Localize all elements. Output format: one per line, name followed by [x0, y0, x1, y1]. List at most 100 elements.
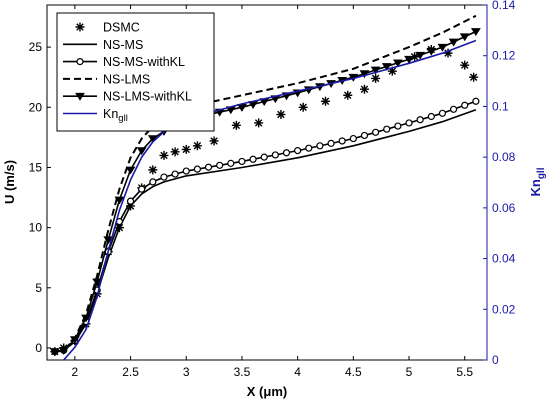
data-point	[81, 314, 91, 323]
data-point	[338, 137, 346, 145]
data-point	[349, 134, 357, 143]
data-point	[392, 59, 403, 68]
legend-label: Kngll	[103, 107, 128, 124]
data-point	[171, 170, 179, 178]
data-point	[305, 144, 313, 152]
data-point	[125, 166, 136, 175]
series-line	[63, 39, 477, 361]
legend-label: NS-MS	[103, 38, 143, 52]
data-point	[159, 150, 169, 160]
legend-label-main: NS-MS	[103, 38, 143, 52]
data-point	[227, 159, 235, 167]
right-y-tick-label: 0	[492, 353, 499, 367]
data-point	[181, 144, 191, 154]
data-point	[69, 336, 80, 345]
legend-item: NS-MS-withKL	[63, 55, 185, 69]
data-point	[182, 167, 190, 175]
right-y-axis: 0 0.02 0.04 0.06 0.08 0.1 0.12 0.14	[483, 0, 516, 367]
data-point	[460, 60, 470, 70]
data-point	[126, 197, 135, 205]
data-point	[192, 141, 202, 151]
x-tick-label: 5.5	[456, 365, 473, 379]
data-point	[170, 147, 180, 157]
data-point	[360, 131, 369, 140]
data-point	[282, 149, 291, 157]
left-y-tick-label: 10	[29, 221, 43, 235]
data-point	[383, 125, 391, 133]
series-kn	[63, 39, 477, 361]
x-tick-label: 4	[294, 365, 301, 379]
data-point	[276, 110, 286, 120]
legend-label: DSMC	[103, 21, 140, 35]
x-tick-label: 2	[72, 365, 79, 379]
data-point	[316, 142, 324, 150]
legend-box	[56, 12, 215, 132]
series-ns-lms-withkl	[49, 28, 481, 357]
data-point	[426, 47, 437, 56]
legend-label-main: Kn	[103, 107, 118, 121]
data-point	[387, 66, 397, 76]
right-y-tick-label: 0.12	[492, 49, 516, 63]
data-point	[136, 147, 147, 156]
data-point	[459, 33, 470, 42]
x-axis: 2 2.5 3 3.5 4 4.5 5 5.5	[72, 5, 473, 379]
data-point	[147, 135, 158, 144]
data-point	[320, 96, 330, 106]
right-y-tick-label: 0.06	[492, 201, 516, 215]
data-point	[254, 118, 264, 128]
legend-marker	[75, 22, 85, 32]
data-point	[370, 66, 381, 75]
right-y-axis-label-sub: gll	[536, 167, 547, 179]
data-point	[231, 120, 241, 130]
data-point	[216, 161, 224, 169]
left-y-tick-label: 5	[35, 281, 42, 295]
legend-label-main: DSMC	[103, 21, 140, 35]
data-point	[359, 70, 370, 79]
data-point	[394, 122, 402, 130]
data-point	[371, 73, 381, 83]
data-point	[470, 28, 481, 37]
data-point	[472, 97, 480, 105]
x-tick-label: 3.5	[234, 365, 251, 379]
right-y-tick-label: 0.14	[492, 0, 516, 12]
data-point	[461, 101, 469, 109]
data-point	[49, 348, 60, 357]
x-tick-label: 3	[183, 365, 190, 379]
data-point	[58, 347, 69, 355]
legend: DSMC NS-MS NS-MS-withKL NS-LMS NS-LMS-withKL…	[56, 12, 215, 132]
data-point	[438, 109, 447, 117]
data-point	[148, 165, 158, 175]
legend-item: NS-MS	[63, 38, 143, 52]
data-point	[298, 102, 308, 112]
data-point	[209, 136, 219, 146]
legend-label-sub: gll	[118, 113, 128, 124]
x-axis-label: X (μm)	[247, 384, 287, 399]
data-point	[160, 173, 168, 181]
legend-item: DSMC	[75, 21, 140, 35]
data-point	[405, 119, 413, 127]
data-point	[271, 151, 279, 159]
left-y-tick-label: 0	[35, 341, 42, 355]
data-point	[437, 43, 448, 52]
data-point	[149, 178, 157, 186]
right-y-tick-label: 0.04	[492, 252, 516, 266]
data-point	[138, 185, 146, 193]
legend-label-main: NS-MS-withKL	[103, 55, 185, 69]
data-point	[114, 196, 125, 205]
right-y-tick-label: 0.02	[492, 302, 516, 316]
x-tick-label: 2.5	[122, 365, 139, 379]
left-y-axis: 0 5 10 15 20 25	[29, 40, 51, 355]
legend-marker	[76, 57, 84, 66]
series-line	[54, 108, 477, 353]
legend-label: NS-LMS-withKL	[103, 90, 192, 104]
legend-label-main: NS-LMS	[103, 72, 150, 86]
data-point	[427, 112, 435, 121]
legend-label: NS-LMS	[103, 72, 150, 86]
legend-item: NS-LMS-withKL	[63, 90, 192, 104]
left-y-tick-label: 20	[29, 100, 43, 114]
left-y-tick-label: 25	[29, 40, 43, 54]
legend-label: NS-MS-withKL	[103, 55, 185, 69]
x-tick-label: 5	[406, 365, 413, 379]
data-point	[416, 116, 424, 124]
